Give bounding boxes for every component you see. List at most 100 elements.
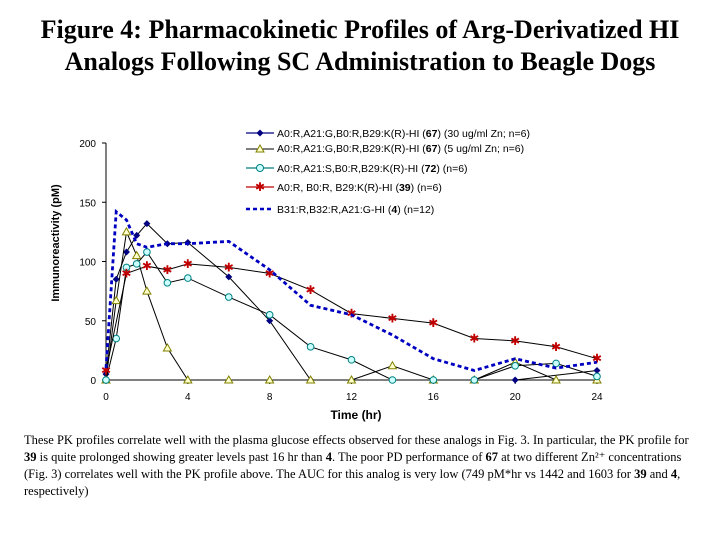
- data-point: [306, 343, 315, 351]
- legend-label-3: A0:R,A21:S,B0:R,B29:K(R)-HI (72) (n=6): [277, 163, 468, 175]
- data-point: [122, 263, 131, 272]
- x-axis-label: Time (hr): [330, 408, 381, 422]
- x-tick-label: 8: [267, 392, 273, 403]
- data-point: [111, 295, 122, 305]
- data-point: [305, 374, 316, 384]
- x-tick-label: 4: [185, 392, 191, 403]
- data-point: [142, 286, 152, 295]
- legend-label-2: A0:R,A21:G,B0:R,B29:K(R)-HI (67) (5 ug/m…: [277, 143, 524, 155]
- data-point: [162, 342, 173, 352]
- legend-entry-2: A0:R,A21:G,B0:R,B29:K(R)-HI (67) (5 ug/m…: [246, 143, 524, 155]
- data-point: [163, 279, 172, 287]
- legend-entry-1: A0:R,A21:G,B0:R,B29:K(R)-HI (67) (30 ug/…: [246, 128, 530, 140]
- x-tick-label: 24: [591, 392, 603, 403]
- data-point: [223, 374, 234, 384]
- y-tick-label: 200: [79, 139, 96, 150]
- data-point: [388, 376, 397, 384]
- data-series: ✱✱✱ ✱ ✱ ✱ ✱✱✱ ✱ ✱✱ ✱ ✱✱: [101, 208, 602, 384]
- data-point: [593, 367, 601, 375]
- data-point: [121, 226, 132, 236]
- caption-text: and: [646, 467, 671, 481]
- series-5: [104, 208, 598, 372]
- series-3: [102, 248, 601, 384]
- data-point: ✱: [162, 263, 172, 277]
- legend-label-1: A0:R,A21:G,B0:R,B29:K(R)-HI (67) (30 ug/…: [277, 128, 530, 140]
- legend-marker-star: ✱: [255, 180, 265, 194]
- caption-text: . The poor PD performance of: [331, 450, 486, 464]
- data-point: [346, 374, 357, 384]
- data-point: [143, 248, 151, 256]
- data-point: [225, 273, 233, 281]
- data-point: [143, 220, 151, 228]
- caption-compound: 4: [325, 450, 332, 464]
- caption-text: is quite prolonged showing greater level…: [36, 450, 326, 464]
- data-point: ✱: [510, 334, 520, 348]
- data-point: ✱: [101, 364, 111, 378]
- legend-entry-4: ✱ A0:R, B0:R, B29:K(R)-HI (39) (n=6): [246, 180, 442, 194]
- y-tick-label: 50: [85, 317, 97, 328]
- y-tick-label: 0: [90, 376, 96, 387]
- data-point: ✱: [469, 332, 479, 346]
- caption-compound: 67: [485, 450, 498, 464]
- data-point: [224, 293, 233, 301]
- caption-text: , respectively): [24, 467, 681, 498]
- data-point: ✱: [592, 352, 602, 366]
- data-point: [265, 311, 274, 319]
- data-point: [511, 361, 519, 370]
- data-point: ✱: [183, 257, 193, 271]
- series-line: [105, 263, 598, 371]
- data-point: [552, 359, 560, 368]
- data-point: ✱: [428, 316, 438, 330]
- data-point: [131, 250, 142, 260]
- x-tick-label: 0: [103, 392, 109, 403]
- data-point: [112, 275, 120, 283]
- pk-chart: 0 4 8 12 16 20 24 0 50 100 150 200 Time (hr) Immun…: [50, 128, 603, 422]
- caption-compound: 39: [634, 467, 647, 481]
- series-4: ✱✱✱ ✱ ✱ ✱ ✱✱✱ ✱ ✱✱ ✱ ✱✱: [101, 257, 602, 378]
- figure-title-line-1: Figure 4: Pharmacokinetic Profiles of Ar…: [40, 15, 680, 44]
- y-axis-label: Immunoreactivity (pM): [50, 184, 62, 302]
- x-tick-label: 20: [510, 392, 522, 403]
- data-point: ✱: [551, 340, 561, 354]
- y-ticks: 0 50 100 150 200: [79, 139, 106, 387]
- data-point: [102, 376, 110, 384]
- data-point: [184, 274, 192, 282]
- series-line: [104, 208, 598, 372]
- figure-title-line-2: Analogs Following SC Administration to B…: [64, 47, 656, 76]
- data-point: [551, 374, 561, 384]
- legend-label-4: A0:R, B0:R, B29:K(R)-HI (39) (n=6): [277, 182, 442, 194]
- caption-text: These PK profiles correlate well with th…: [24, 433, 689, 447]
- data-point: [182, 374, 193, 384]
- data-point: [347, 356, 356, 364]
- data-point: [470, 376, 479, 384]
- legend-label-5: B31:R,B32:R,A21:G-HI (4) (n=12): [277, 204, 434, 216]
- x-tick-label: 12: [346, 392, 358, 403]
- data-point: [112, 334, 121, 343]
- data-point: ✱: [306, 283, 316, 297]
- data-point: ✱: [224, 260, 234, 274]
- data-point: [593, 372, 601, 381]
- data-point: [132, 260, 141, 268]
- data-point: ✱: [387, 311, 397, 325]
- data-point: [266, 317, 274, 325]
- caption-text: at two different Zn²⁺ concentrations (Fi…: [24, 450, 682, 481]
- x-tick-label: 16: [428, 392, 440, 403]
- legend-entry-3: A0:R,A21:S,B0:R,B29:K(R)-HI (72) (n=6): [246, 163, 468, 175]
- data-point: [387, 360, 398, 370]
- legend-marker-diamond: [256, 129, 264, 137]
- legend-marker-triangle: [255, 143, 265, 153]
- y-tick-label: 100: [79, 258, 96, 269]
- legend-marker-circle: [256, 164, 264, 172]
- caption-compound: 4: [670, 467, 678, 481]
- data-point: [264, 374, 275, 384]
- figure-title: Figure 4: Pharmacokinetic Profiles of Ar…: [0, 14, 720, 78]
- data-point: [429, 376, 438, 384]
- legend: A0:R,A21:G,B0:R,B29:K(R)-HI (67) (30 ug/…: [246, 128, 530, 216]
- data-point: ✱: [121, 266, 131, 280]
- data-point: ✱: [142, 259, 152, 273]
- data-point: ✱: [265, 266, 275, 280]
- data-point: [511, 376, 519, 384]
- y-tick-label: 150: [79, 198, 96, 209]
- figure-caption: These PK profiles correlate well with th…: [24, 432, 696, 500]
- legend-entry-5: B31:R,B32:R,A21:G-HI (4) (n=12): [246, 204, 434, 216]
